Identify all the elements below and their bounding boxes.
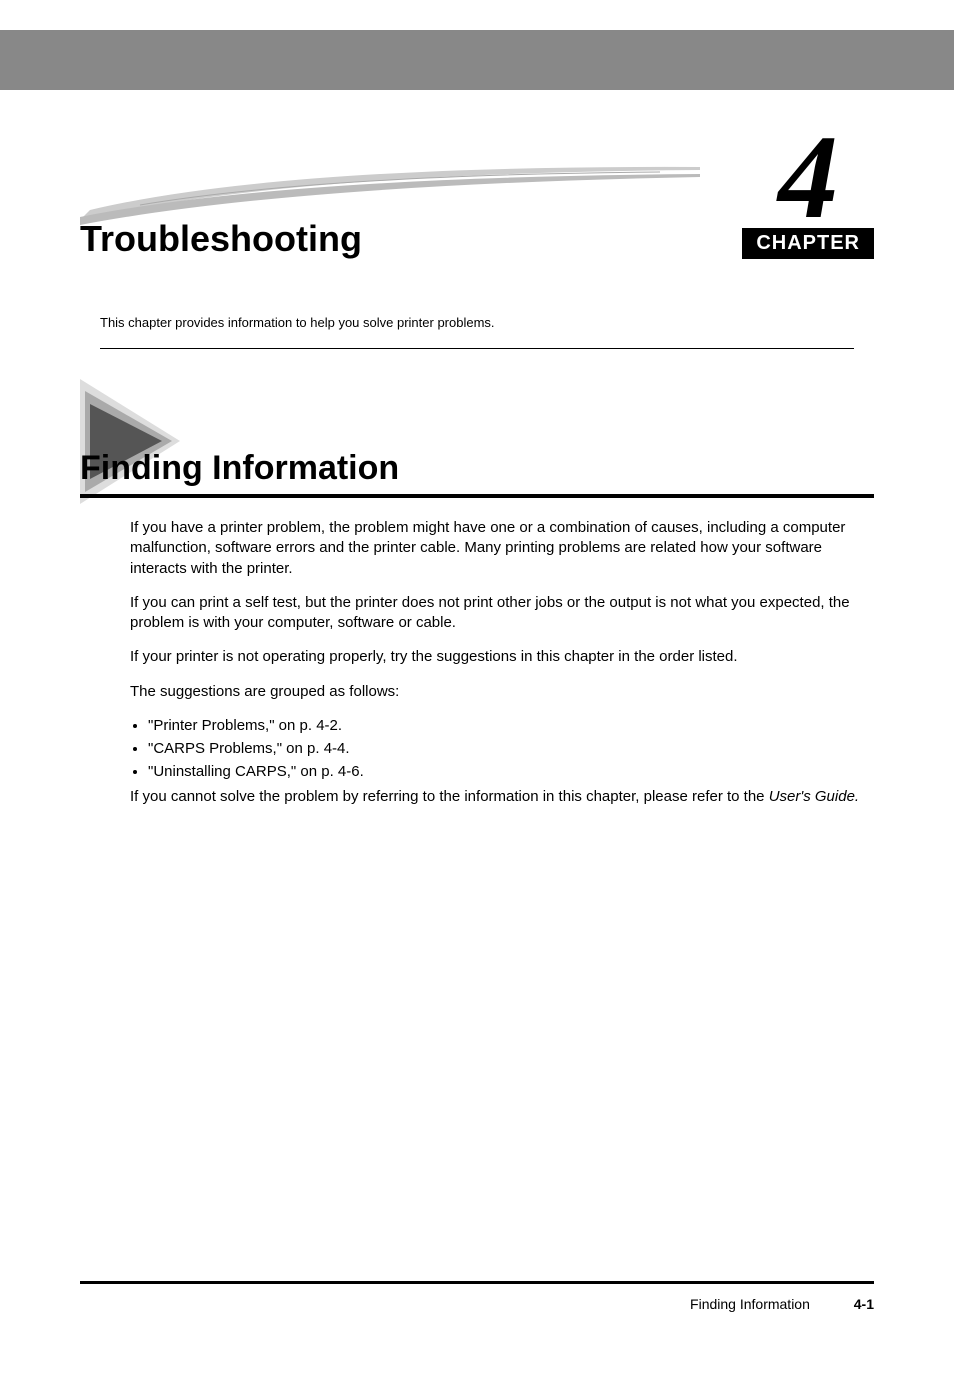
footer-text: Finding Information <box>690 1296 810 1312</box>
chapter-number: 4 <box>742 120 874 234</box>
para-text: If you cannot solve the problem by refer… <box>130 788 769 805</box>
page-number: 4-1 <box>854 1296 874 1312</box>
list-item: "Uninstalling CARPS," on p. 4-6. <box>148 762 874 782</box>
chapter-label: CHAPTER <box>742 228 874 259</box>
para: If you can print a self test, but the pr… <box>130 593 874 634</box>
chapter-number-block: 4 CHAPTER <box>742 120 874 259</box>
para: The suggestions are grouped as follows: <box>130 682 874 702</box>
list-item: "Printer Problems," on p. 4-2. <box>148 716 874 736</box>
page-footer: Finding Information 4-1 <box>80 1281 874 1312</box>
para-italic: User's Guide. <box>769 788 859 805</box>
para: If you cannot solve the problem by refer… <box>130 787 874 807</box>
top-grey-bar <box>0 30 954 90</box>
chapter-title: Troubleshooting <box>80 218 362 260</box>
para: If you have a printer problem, the probl… <box>130 518 874 579</box>
swoosh-graphic <box>80 155 700 225</box>
section-title: Finding Information <box>80 449 874 498</box>
list-item: "CARPS Problems," on p. 4-4. <box>148 739 874 759</box>
section-body: If you have a printer problem, the probl… <box>130 518 874 807</box>
bullet-list: "Printer Problems," on p. 4-2. "CARPS Pr… <box>148 716 874 783</box>
section: Finding Information If you have a printe… <box>80 449 874 807</box>
para: If your printer is not operating properl… <box>130 647 874 667</box>
chapter-intro: This chapter provides information to hel… <box>100 315 854 349</box>
chapter-header: Troubleshooting 4 CHAPTER <box>80 120 874 300</box>
